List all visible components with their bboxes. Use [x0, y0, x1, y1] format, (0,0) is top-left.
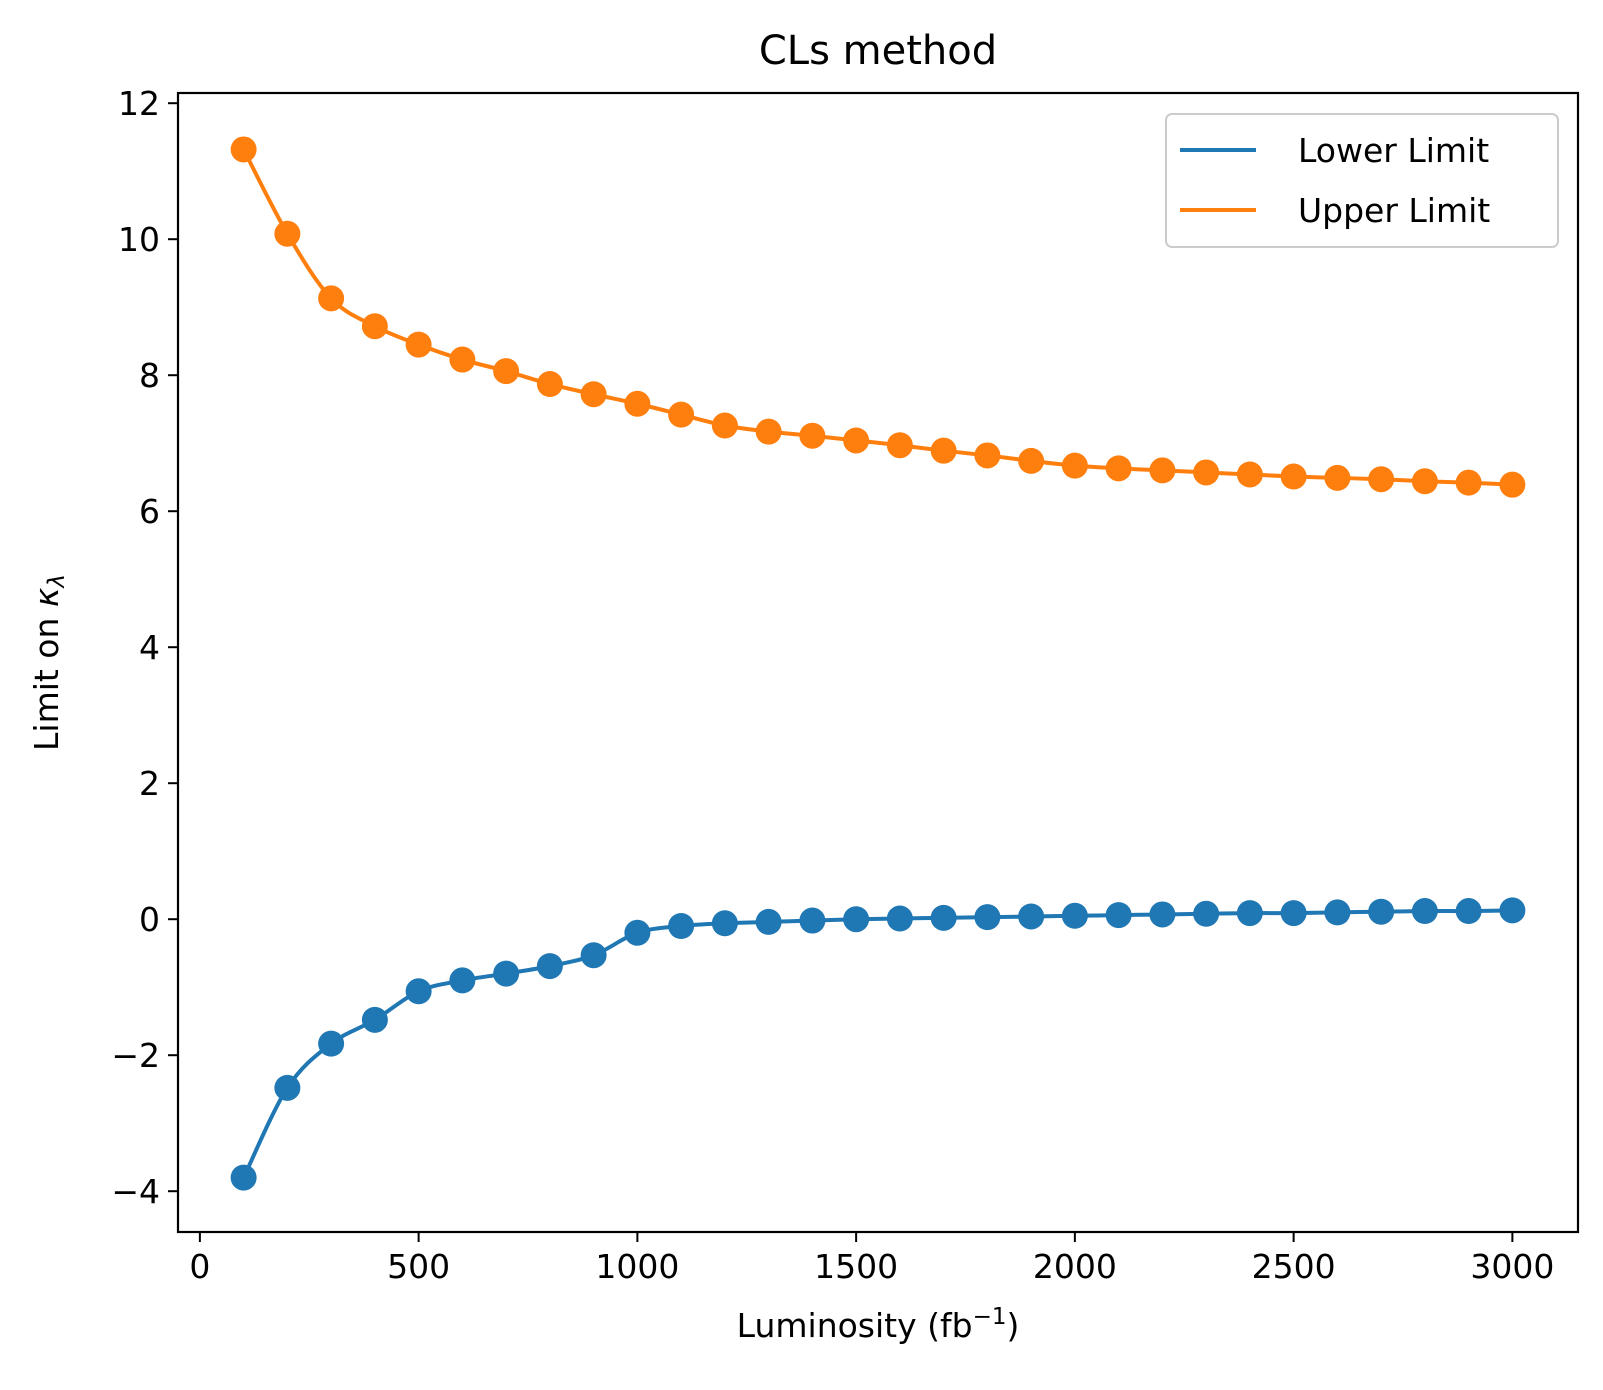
y-axis-title: Limit on κλ [27, 574, 70, 751]
data-point [755, 908, 782, 935]
data-point [274, 1074, 301, 1101]
data-point [1018, 903, 1045, 930]
data-point [1499, 471, 1526, 498]
data-point [318, 1030, 345, 1057]
y-tick-label: 10 [118, 220, 160, 259]
data-point [230, 136, 257, 163]
data-point [1193, 459, 1220, 486]
data-point [1455, 898, 1482, 925]
data-point [1236, 900, 1263, 927]
data-point [1368, 898, 1395, 925]
data-point [580, 942, 607, 969]
data-point [536, 371, 563, 398]
data-point [1018, 447, 1045, 474]
legend-frame [1165, 113, 1559, 248]
y-tick-label: 6 [139, 492, 160, 531]
data-point [405, 331, 432, 358]
data-point [1411, 468, 1438, 495]
data-point [1411, 898, 1438, 925]
y-tick-label: 4 [139, 628, 160, 667]
data-point [449, 346, 476, 373]
data-point [886, 432, 913, 459]
x-axis-title-superscript: −1 [973, 1304, 1007, 1330]
x-tick-label: 1000 [595, 1247, 679, 1286]
data-point [843, 906, 870, 933]
legend-label: Upper Limit [1298, 191, 1490, 230]
x-tick-label: 2000 [1033, 1247, 1117, 1286]
x-axis-title: Luminosity (fb−1) [737, 1304, 1020, 1345]
data-point [755, 418, 782, 445]
data-point [668, 401, 695, 428]
data-point [318, 285, 345, 312]
y-tick-label: 0 [139, 900, 160, 939]
data-point [1061, 452, 1088, 479]
data-point [886, 905, 913, 932]
data-point [974, 442, 1001, 469]
plot-frame [176, 91, 1580, 1234]
data-point [493, 358, 520, 385]
x-axis-title-tail: ) [1006, 1306, 1019, 1345]
x-axis-title-base: Luminosity (fb [737, 1306, 973, 1345]
x-tick-label: 500 [387, 1247, 450, 1286]
data-point [624, 919, 651, 946]
x-tick-label: 2500 [1252, 1247, 1336, 1286]
y-tick-label: 8 [139, 356, 160, 395]
data-point [1280, 900, 1307, 927]
series-upper-limit [230, 136, 1526, 498]
data-point [1236, 461, 1263, 488]
data-point [624, 390, 651, 417]
data-point [974, 904, 1001, 931]
data-point [711, 412, 738, 439]
series-layer [230, 136, 1526, 1191]
data-point [930, 904, 957, 931]
legend-item: Upper Limit [1180, 191, 1490, 230]
data-point [580, 381, 607, 408]
data-point [1105, 902, 1132, 929]
axes-layer: 0 500 1000 1500 2000 2500 3000 −4 −2 0 2 4 6 8 10 12 [111, 84, 1580, 1286]
data-point [1193, 900, 1220, 927]
data-point [799, 422, 826, 449]
y-axis-title-kappa: κ [27, 587, 66, 607]
series-lower-limit [230, 897, 1526, 1191]
y-tick-label: 12 [118, 84, 160, 123]
y-axis-title-base: Limit on [27, 607, 66, 751]
y-tick-label: −4 [111, 1172, 160, 1211]
data-point [1280, 463, 1307, 490]
data-point [930, 437, 957, 464]
data-point [274, 220, 301, 247]
data-point [536, 953, 563, 980]
y-tick-label: −2 [111, 1036, 160, 1075]
data-point [1324, 899, 1351, 926]
legend: Lower Limit Upper Limit [1165, 113, 1559, 248]
data-point [1455, 469, 1482, 496]
legend-item: Lower Limit [1180, 131, 1489, 170]
data-point [493, 960, 520, 987]
data-point [843, 427, 870, 454]
data-point [799, 907, 826, 934]
data-point [230, 1164, 257, 1191]
x-tick-label: 3000 [1470, 1247, 1554, 1286]
y-tick-label: 2 [139, 764, 160, 803]
data-point [449, 967, 476, 994]
legend-label: Lower Limit [1298, 131, 1489, 170]
data-point [361, 313, 388, 340]
data-point [1368, 466, 1395, 493]
data-point [1324, 464, 1351, 491]
data-point [711, 910, 738, 937]
data-point [405, 978, 432, 1005]
x-tick-label: 1500 [814, 1247, 898, 1286]
data-point [1061, 902, 1088, 929]
data-point [1499, 897, 1526, 924]
data-point [1149, 457, 1176, 484]
y-axis-title-subscript: λ [44, 574, 70, 590]
data-point [361, 1006, 388, 1033]
data-point [1105, 455, 1132, 482]
data-point [668, 913, 695, 939]
x-tick-label: 0 [189, 1247, 210, 1286]
chart-title: CLs method [759, 28, 997, 74]
data-point [1149, 901, 1176, 928]
